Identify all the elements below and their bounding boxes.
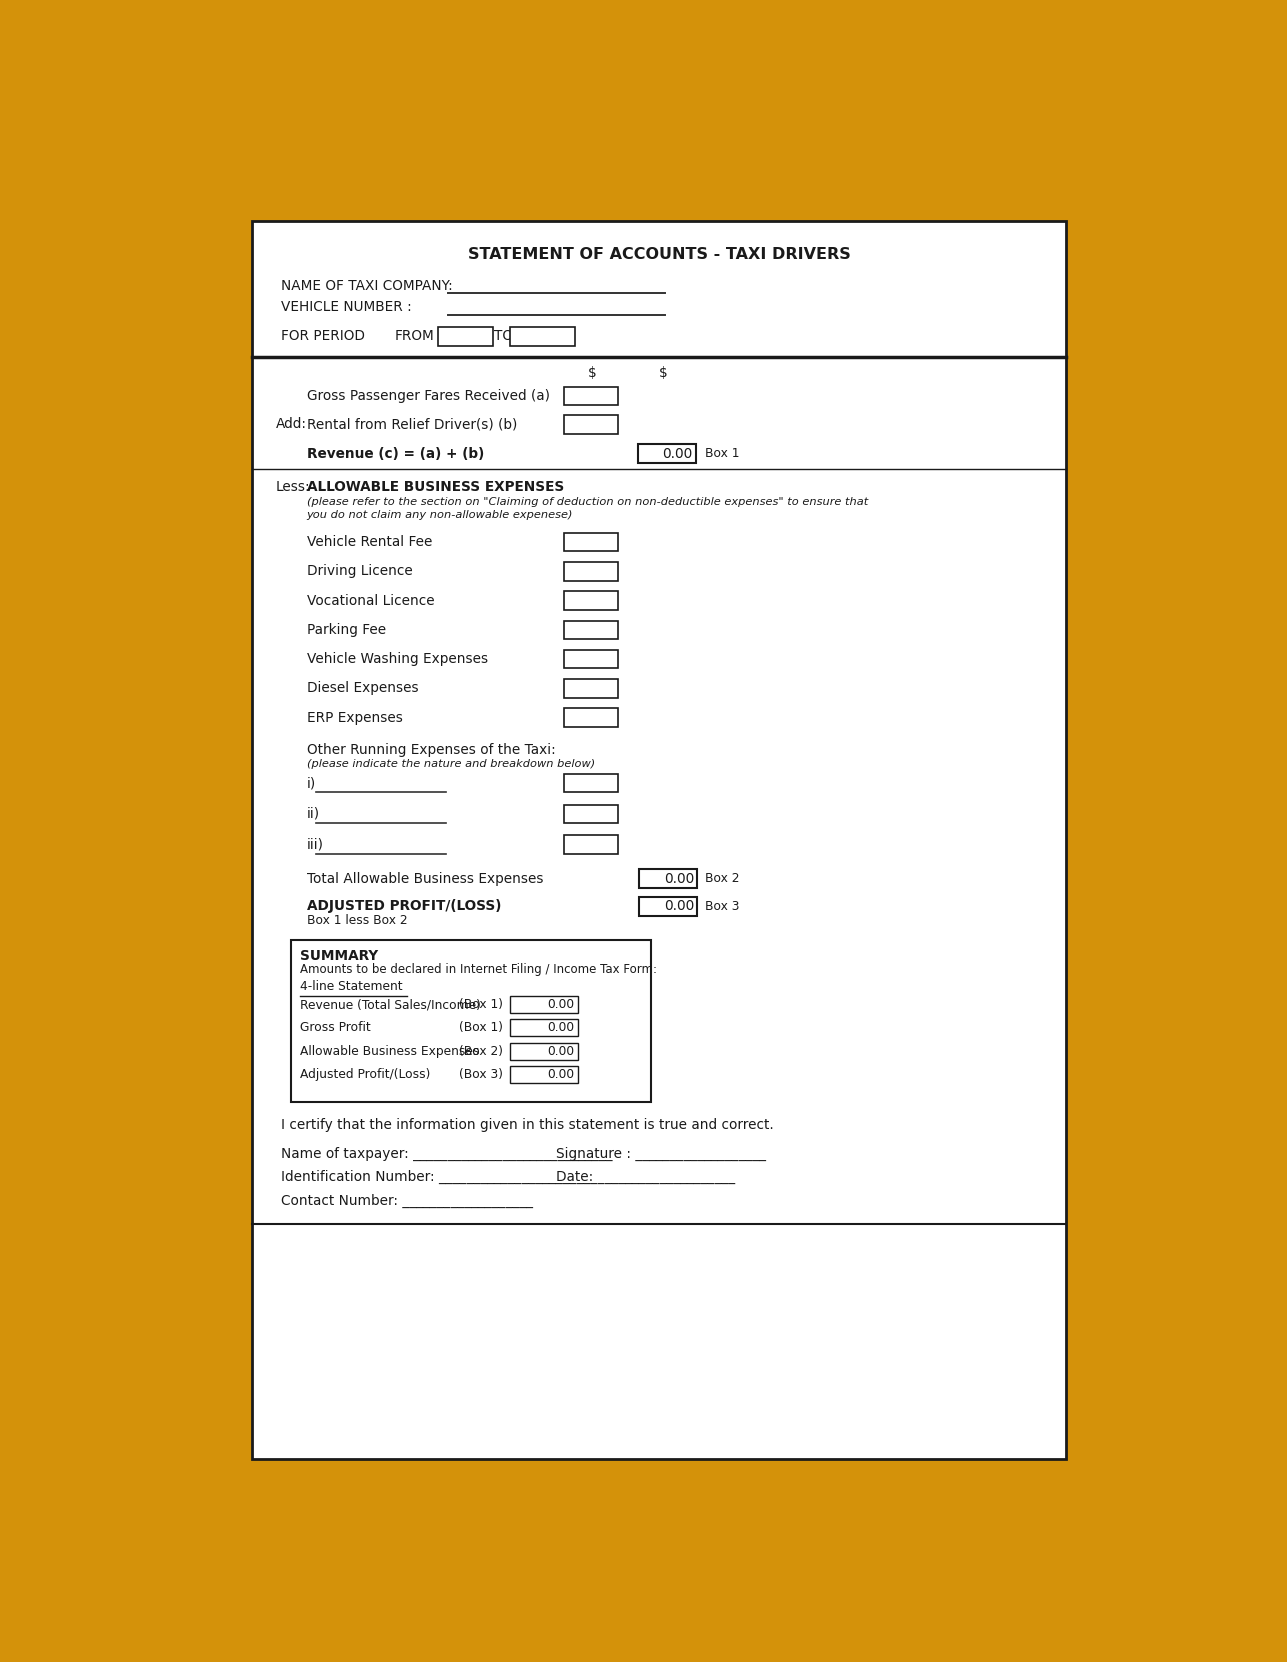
Text: 0.00: 0.00 xyxy=(547,1022,575,1034)
Bar xyxy=(564,562,618,580)
Bar xyxy=(564,592,618,610)
Text: STATEMENT OF ACCOUNTS - TAXI DRIVERS: STATEMENT OF ACCOUNTS - TAXI DRIVERS xyxy=(468,248,851,263)
Text: Other Running Expenses of the Taxi:: Other Running Expenses of the Taxi: xyxy=(306,743,555,756)
Bar xyxy=(564,708,618,726)
Text: Total Allowable Business Expenses: Total Allowable Business Expenses xyxy=(306,871,543,886)
Text: Revenue (Total Sales/Income): Revenue (Total Sales/Income) xyxy=(300,999,481,1012)
Text: Vehicle Washing Expenses: Vehicle Washing Expenses xyxy=(306,652,488,666)
Text: 0.00: 0.00 xyxy=(663,447,692,460)
Text: Name of taxpayer: _____________________________: Name of taxpayer: ______________________… xyxy=(281,1147,613,1162)
Text: 0.00: 0.00 xyxy=(547,999,575,1012)
Text: Gross Passenger Fares Received (a): Gross Passenger Fares Received (a) xyxy=(306,389,550,402)
Text: iii): iii) xyxy=(306,838,323,851)
Text: FOR PERIOD: FOR PERIOD xyxy=(281,329,366,344)
Text: (Box 1): (Box 1) xyxy=(459,999,503,1012)
Text: Parking Fee: Parking Fee xyxy=(306,623,386,637)
Text: $: $ xyxy=(588,366,597,379)
Text: Allowable Business Expenses: Allowable Business Expenses xyxy=(300,1044,480,1057)
Text: i): i) xyxy=(306,776,315,789)
Text: I certify that the information given in this statement is true and correct.: I certify that the information given in … xyxy=(281,1119,773,1132)
Text: NAME OF TAXI COMPANY:: NAME OF TAXI COMPANY: xyxy=(281,279,453,293)
Text: Vehicle Rental Fee: Vehicle Rental Fee xyxy=(306,535,432,548)
Bar xyxy=(510,327,575,346)
Text: Box 3: Box 3 xyxy=(705,899,740,912)
Bar xyxy=(510,997,578,1014)
Bar xyxy=(564,774,618,793)
Bar xyxy=(564,416,618,434)
Text: Identification Number: _______________________: Identification Number: _________________… xyxy=(281,1170,597,1185)
Bar xyxy=(564,387,618,406)
Bar xyxy=(510,1042,578,1060)
Text: Vocational Licence: Vocational Licence xyxy=(306,593,434,608)
Text: Date: ____________________: Date: ____________________ xyxy=(556,1170,735,1185)
Bar xyxy=(252,221,1066,1459)
Text: (Box 2): (Box 2) xyxy=(459,1044,503,1057)
Bar xyxy=(439,327,493,346)
Text: ADJUSTED PROFIT/(LOSS): ADJUSTED PROFIT/(LOSS) xyxy=(306,899,501,914)
Text: Rental from Relief Driver(s) (b): Rental from Relief Driver(s) (b) xyxy=(306,417,517,430)
Bar xyxy=(564,650,618,668)
Text: Less:: Less: xyxy=(275,480,310,494)
Text: TO: TO xyxy=(494,329,514,344)
Text: 0.00: 0.00 xyxy=(547,1044,575,1057)
Bar xyxy=(637,444,696,462)
Text: Revenue (c) = (a) + (b): Revenue (c) = (a) + (b) xyxy=(306,447,484,460)
Text: Diesel Expenses: Diesel Expenses xyxy=(306,681,418,695)
Text: 0.00: 0.00 xyxy=(547,1067,575,1080)
Text: FROM: FROM xyxy=(395,329,435,344)
Bar xyxy=(564,534,618,552)
Text: VEHICLE NUMBER :: VEHICLE NUMBER : xyxy=(281,301,412,314)
Text: Box 1 less Box 2: Box 1 less Box 2 xyxy=(306,914,407,927)
Bar xyxy=(564,836,618,854)
Bar xyxy=(640,897,698,916)
Text: (Box 3): (Box 3) xyxy=(459,1067,503,1080)
Text: Signature : ___________________: Signature : ___________________ xyxy=(556,1147,766,1162)
Text: 0.00: 0.00 xyxy=(664,871,694,886)
Bar xyxy=(564,620,618,640)
Text: Add:: Add: xyxy=(275,417,306,430)
Text: ii): ii) xyxy=(306,806,319,821)
Bar xyxy=(564,680,618,698)
Text: $: $ xyxy=(659,366,668,379)
Text: Driving Licence: Driving Licence xyxy=(306,565,412,578)
Text: you do not claim any non-allowable expenese): you do not claim any non-allowable expen… xyxy=(306,510,573,520)
Bar xyxy=(640,869,698,888)
Text: Box 2: Box 2 xyxy=(705,873,740,886)
Text: (Box 1): (Box 1) xyxy=(459,1022,503,1034)
Text: (please indicate the nature and breakdown below): (please indicate the nature and breakdow… xyxy=(306,760,595,770)
Text: SUMMARY: SUMMARY xyxy=(300,949,378,962)
Text: Contact Number: ___________________: Contact Number: ___________________ xyxy=(281,1193,533,1208)
Bar xyxy=(510,1019,578,1037)
Text: Gross Profit: Gross Profit xyxy=(300,1022,371,1034)
Text: (please refer to the section on "Claiming of deduction on non-deductible expense: (please refer to the section on "Claimin… xyxy=(306,497,867,507)
Text: 4-line Statement: 4-line Statement xyxy=(300,981,403,992)
Text: Box 1: Box 1 xyxy=(705,447,740,460)
Text: ALLOWABLE BUSINESS EXPENSES: ALLOWABLE BUSINESS EXPENSES xyxy=(306,480,564,494)
Text: Adjusted Profit/(Loss): Adjusted Profit/(Loss) xyxy=(300,1067,431,1080)
Text: Amounts to be declared in Internet Filing / Income Tax Form:: Amounts to be declared in Internet Filin… xyxy=(300,962,658,976)
Text: 0.00: 0.00 xyxy=(664,899,694,914)
Bar xyxy=(510,1065,578,1082)
Bar xyxy=(564,804,618,823)
Text: ERP Expenses: ERP Expenses xyxy=(306,711,403,725)
Bar xyxy=(291,941,651,1102)
